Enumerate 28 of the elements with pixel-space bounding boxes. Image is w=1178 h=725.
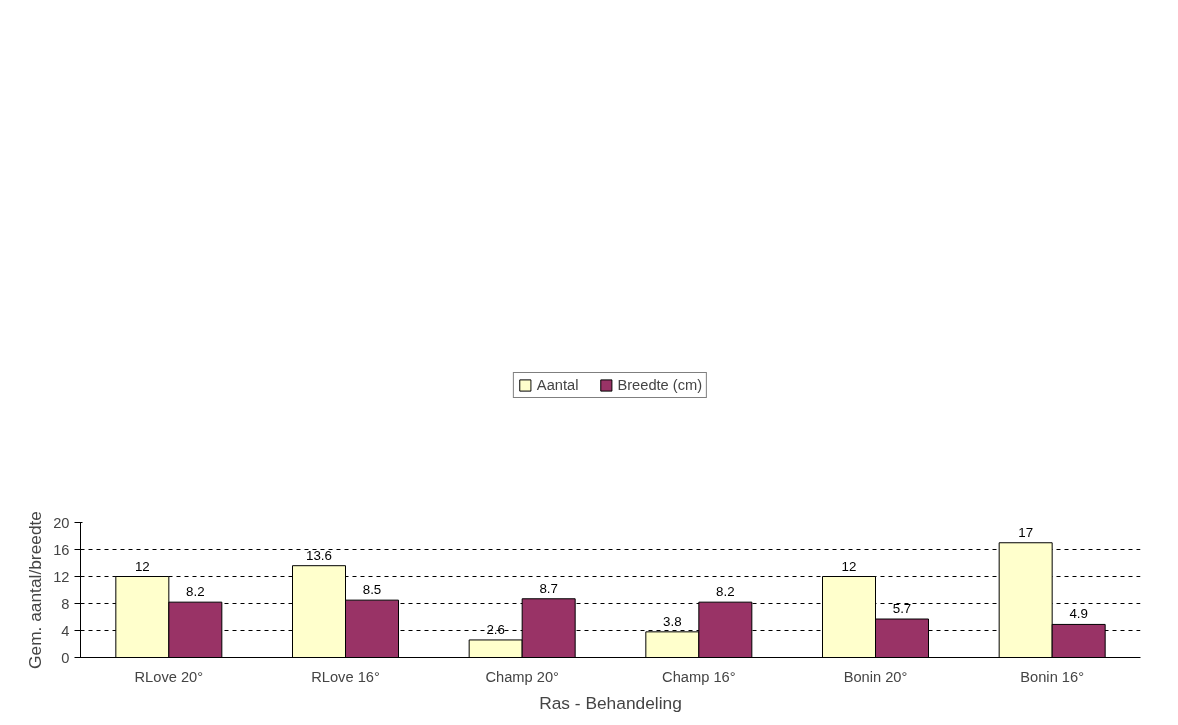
x-tick-label: RLove 16° <box>311 668 380 685</box>
y-tick-label: 20 <box>53 514 70 531</box>
x-tick-label: Champ 16° <box>662 668 736 685</box>
legend-label: Aantal <box>536 377 579 393</box>
data-label: 2.6 <box>486 621 505 637</box>
data-label: 5.7 <box>892 601 912 617</box>
y-tick-label: 16 <box>53 541 70 558</box>
data-label: 4.9 <box>1069 606 1088 622</box>
data-label: 8.2 <box>186 584 205 600</box>
y-tick-label: 12 <box>53 568 70 585</box>
y-tick-label: 4 <box>61 622 70 639</box>
x-tick-label: Bonin 16° <box>1020 668 1085 685</box>
data-label: 8.7 <box>539 580 558 596</box>
x-tick-label: Champ 20° <box>485 668 559 685</box>
y-tick-label: 0 <box>61 649 70 666</box>
x-tick-label: RLove 20° <box>134 668 204 685</box>
y-tick-label: 8 <box>61 595 70 612</box>
data-label: 12 <box>134 558 150 574</box>
x-axis-title: Ras - Behandeling <box>539 692 682 713</box>
data-label: 12 <box>841 558 857 574</box>
legend-label: Breedte (cm) <box>617 377 703 393</box>
data-label: 3.8 <box>663 613 682 629</box>
data-label: 17 <box>1018 524 1034 540</box>
y-axis-title: Gem. aantal/breedte <box>25 511 46 669</box>
data-label: 13.6 <box>306 547 332 563</box>
x-tick-label: Bonin 20° <box>843 668 908 685</box>
data-label: 8.2 <box>716 584 735 600</box>
data-label: 8.5 <box>362 582 382 598</box>
